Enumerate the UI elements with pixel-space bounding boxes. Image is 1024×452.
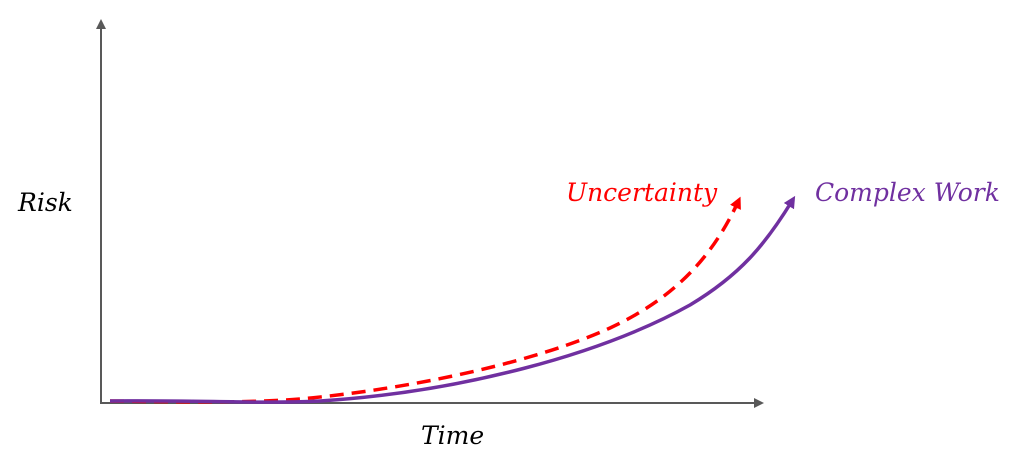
uncertainty-label: Uncertainty bbox=[566, 178, 718, 207]
y-axis-label: Risk bbox=[17, 188, 73, 217]
complex-work-curve bbox=[109, 195, 796, 404]
complex-work-label: Complex Work bbox=[815, 178, 1000, 207]
uncertainty-curve bbox=[109, 196, 741, 404]
x-axis-label: Time bbox=[421, 421, 484, 450]
